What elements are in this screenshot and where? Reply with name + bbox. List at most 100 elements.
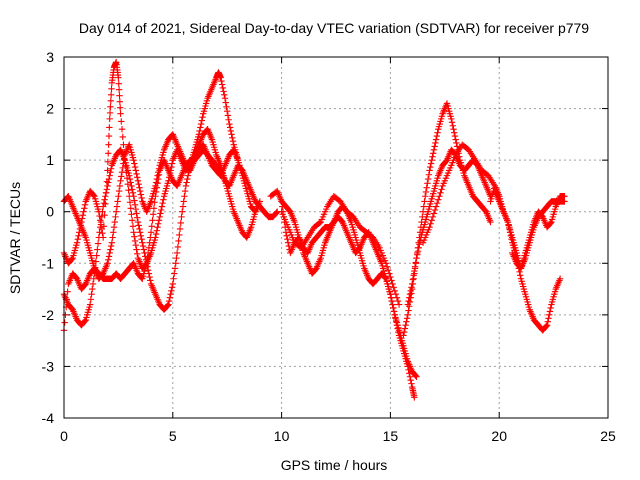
data-point [132,205,140,213]
data-point [134,177,142,184]
data-point [79,211,87,219]
data-point [543,322,550,330]
data-point [128,182,135,190]
data-point [406,373,414,380]
data-point [160,196,167,203]
data-point [131,233,138,240]
data-point [115,187,123,195]
data-point [433,199,441,207]
data-point [430,210,438,217]
data-point [229,134,236,141]
data-point [155,217,163,224]
data-point [197,124,204,131]
data-point [129,189,137,197]
data-point [176,231,183,239]
data-point [94,246,101,253]
data-point [107,103,114,111]
data-point [393,294,401,301]
data-point [76,225,84,233]
axis-ticks [63,56,609,419]
data-point [106,109,114,117]
data-point [545,315,552,322]
data-point [561,193,568,200]
data-point [89,280,97,288]
y-tick-label: 2 [46,101,54,117]
data-point [62,311,69,319]
data-point [94,240,102,247]
data-point [429,150,437,157]
data-point [225,116,232,123]
data-point [108,85,115,93]
data-point [546,311,553,319]
data-point [427,160,435,167]
data-point [169,280,176,288]
data-point [427,220,434,227]
data-point [157,206,165,214]
y-tick-label: 3 [46,49,54,65]
data-point [407,287,414,294]
y-tick-label: -3 [42,358,55,374]
data-point [159,199,166,207]
data-point [385,266,392,274]
data-point [121,156,129,164]
data-point [383,263,391,270]
data-point [146,273,153,281]
data-point [165,297,173,305]
data-point [386,270,393,277]
data-point [117,110,124,117]
data-point [406,294,413,301]
data-point [112,213,119,221]
data-point [137,191,145,198]
data-point [153,184,161,191]
data-point [117,177,124,184]
data-point [90,192,97,199]
data-point [147,229,155,236]
data-point [227,127,235,135]
data-point [436,193,443,200]
x-tick-labels: 0 5 10 15 20 25 [60,428,616,444]
data-point [432,139,439,147]
data-point [180,198,187,205]
data-point [136,187,144,195]
data-point [154,223,161,231]
data-point [118,118,125,125]
data-point [105,179,112,186]
x-axis-label: GPS time / hours [281,457,388,473]
data-point [104,182,111,190]
data-point [139,239,146,246]
data-point [408,380,415,387]
data-point [115,86,123,93]
data-point [75,232,82,239]
data-point [393,318,400,325]
data-point [451,129,458,136]
data-point [412,259,419,266]
data-point [102,200,109,208]
data-point [93,252,100,259]
data-point [156,213,163,221]
data-point [129,223,137,230]
data-point [135,181,142,188]
data-point [422,188,430,196]
data-point [434,129,441,136]
data-point [283,232,290,239]
data-point [167,291,174,298]
data-point [438,186,445,193]
data-point [105,150,112,157]
data-point [395,301,403,308]
data-point [107,165,115,172]
data-point [428,156,435,164]
data-point [110,229,117,236]
data-point [128,211,135,218]
data-point [96,229,103,236]
data-point [168,284,176,291]
data-point [158,203,166,210]
data-point [136,225,143,233]
data-point [101,211,108,219]
data-point [97,217,104,224]
data-point [183,179,190,186]
data-point [143,260,150,267]
data-point [164,302,171,309]
data-point [387,294,395,301]
data-point [133,246,140,253]
